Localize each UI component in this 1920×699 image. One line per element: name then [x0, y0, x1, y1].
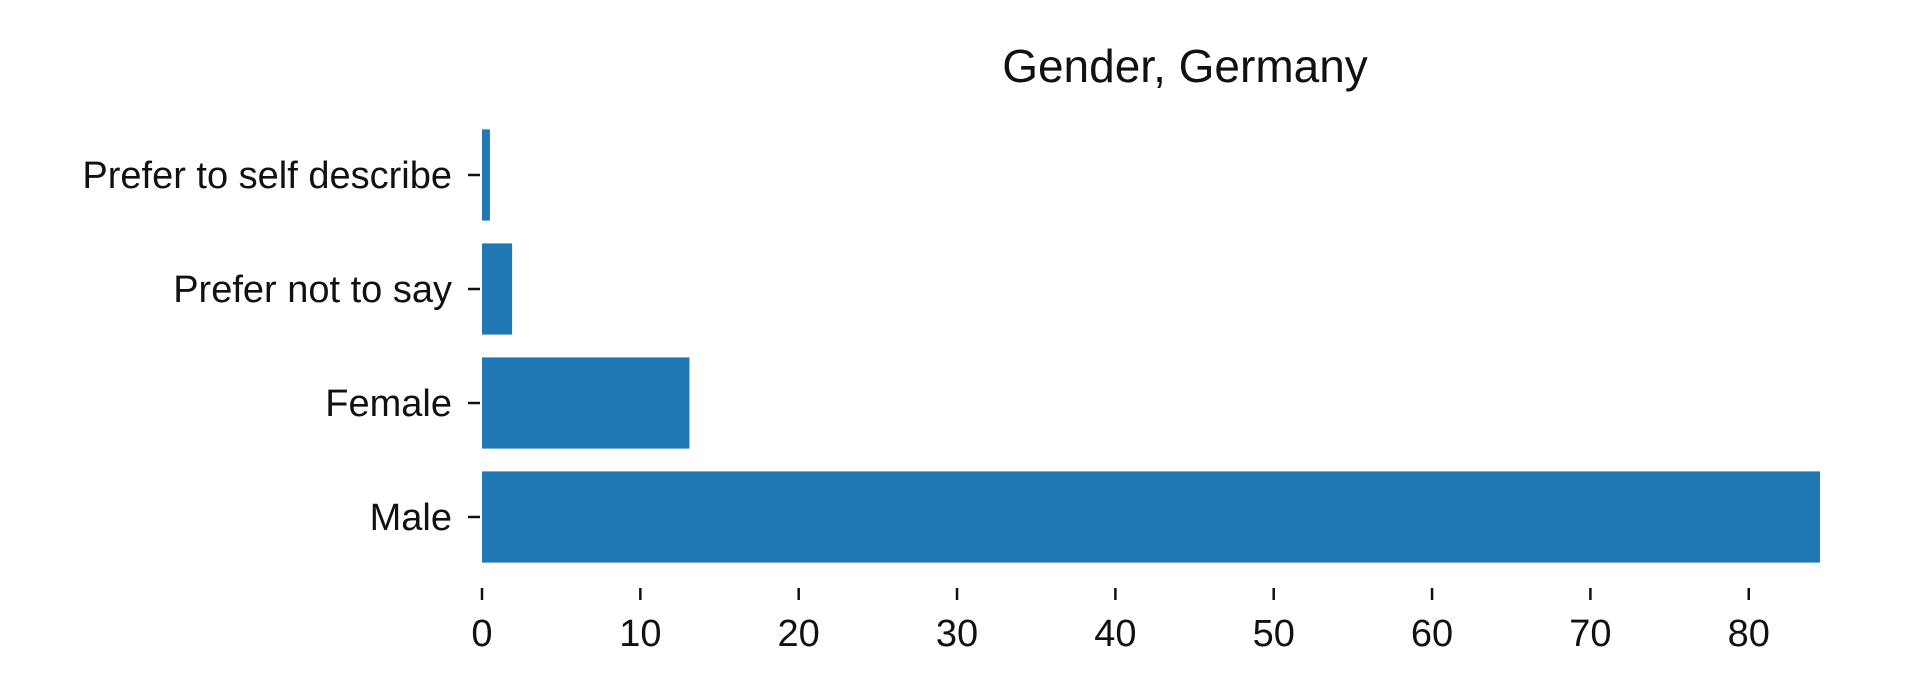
- x-tick-label-60: 60: [1411, 613, 1453, 655]
- bar-prefer-to-self-describe: [482, 129, 490, 221]
- x-tick-label-40: 40: [1094, 613, 1136, 655]
- x-tick-label-50: 50: [1253, 613, 1295, 655]
- bar-male: [482, 471, 1820, 563]
- x-tick-label-20: 20: [778, 613, 820, 655]
- y-tick-label-male: Male: [370, 497, 452, 539]
- y-axis: Male Female Prefer not to say Prefer to sel…: [82, 155, 480, 539]
- bars-group: [482, 129, 1820, 563]
- bar-female: [482, 357, 690, 449]
- x-tick-label-30: 30: [936, 613, 978, 655]
- x-tick-label-0: 0: [471, 613, 492, 655]
- y-tick-label-female: Female: [325, 383, 452, 425]
- x-axis: 0 10 20 30 40 50 60 70 80: [471, 588, 1770, 655]
- y-tick-label-prefer-not-to-say: Prefer not to say: [173, 269, 452, 311]
- y-tick-label-prefer-to-self-describe: Prefer to self describe: [82, 155, 452, 197]
- chart-title: Gender, Germany: [1002, 40, 1368, 92]
- bar-prefer-not-to-say: [482, 243, 513, 335]
- x-tick-label-70: 70: [1569, 613, 1611, 655]
- x-tick-label-10: 10: [619, 613, 661, 655]
- x-tick-label-80: 80: [1728, 613, 1770, 655]
